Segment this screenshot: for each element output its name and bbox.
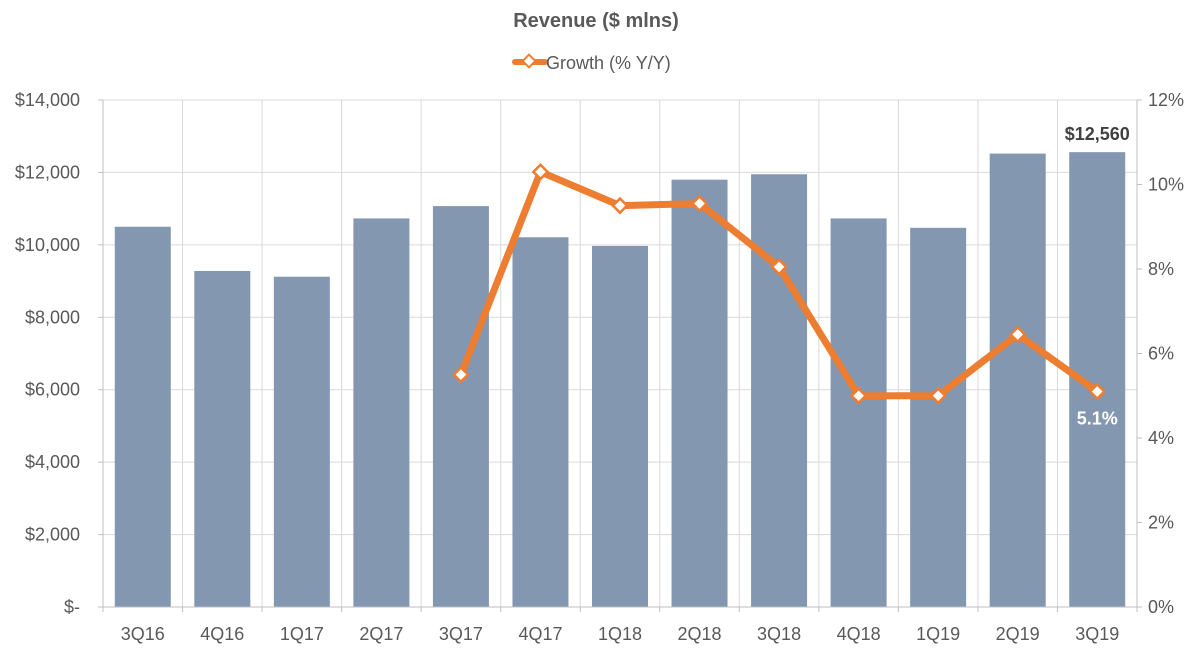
last-bar-value-label: $12,560 (1065, 124, 1130, 144)
growth-point-marker (531, 162, 550, 181)
right-axis-tick-label: 12% (1148, 90, 1184, 110)
growth-point-marker (452, 365, 470, 384)
data-labels: $12,560 5.1% (1065, 124, 1130, 428)
growth-point-marker (1008, 325, 1027, 344)
last-growth-value-label: 5.1% (1077, 409, 1118, 429)
right-axis-tick-label: 6% (1148, 344, 1174, 364)
growth-point-marker (1088, 382, 1107, 401)
growth-line (452, 162, 1107, 405)
revenue-bar (751, 174, 808, 607)
x-axis-category-label: 3Q19 (1075, 624, 1119, 644)
growth-point-marker (770, 258, 788, 276)
revenue-bar (273, 276, 330, 607)
revenue-bar (194, 270, 251, 607)
x-axis-category-label: 1Q18 (598, 624, 642, 644)
legend-label: Growth (% Y/Y) (546, 53, 671, 73)
x-axis-category-label: 2Q17 (359, 624, 403, 644)
left-axis-tick-label: $2,000 (25, 525, 80, 545)
x-axis-category-label: 3Q18 (757, 624, 801, 644)
revenue-bar (432, 206, 489, 608)
x-axis-category-label: 3Q17 (439, 624, 483, 644)
growth-point-marker (611, 196, 629, 215)
revenue-bar (671, 179, 728, 607)
left-axis-tick-label: $8,000 (25, 307, 80, 327)
revenue-bar (114, 226, 171, 607)
left-axis-tick-label: $12,000 (15, 162, 80, 182)
revenue-bar (830, 218, 887, 607)
right-axis-tick-label: 4% (1148, 428, 1174, 448)
right-axis-tick-label: 8% (1148, 259, 1174, 279)
x-axis-category-label: 2Q18 (678, 624, 722, 644)
revenue-bar (592, 245, 648, 607)
revenue-bar (353, 218, 410, 607)
revenue-bar (989, 153, 1046, 607)
axes: $- $2,000 $4,000 $6,000 $8,000 $10,000 $12,000… (15, 90, 1184, 644)
growth-point-marker (929, 386, 947, 405)
left-axis-tick-label: $14,000 (15, 90, 80, 110)
left-axis-tick-label: $- (64, 597, 80, 617)
left-axis-tick-label: $10,000 (15, 235, 80, 255)
growth-point-marker (690, 194, 709, 213)
x-axis-category-label: 1Q17 (280, 624, 324, 644)
left-axis-tick-label: $6,000 (25, 380, 80, 400)
legend-marker-swatch (521, 53, 537, 69)
x-axis-category-label: 3Q16 (121, 624, 165, 644)
x-axis-category-label: 1Q19 (916, 624, 960, 644)
left-axis-tick-label: $4,000 (25, 452, 80, 472)
x-axis-category-label: 4Q16 (200, 624, 244, 644)
x-axis-category-label: 2Q19 (996, 624, 1040, 644)
legend: Growth (% Y/Y) (512, 53, 671, 73)
revenue-bar (512, 237, 569, 607)
growth-point-marker (849, 386, 868, 405)
x-axis-category-label: 4Q18 (837, 624, 881, 644)
chart-title: Revenue ($ mlns) (513, 10, 679, 32)
revenue-bar (910, 227, 967, 607)
right-axis-tick-label: 2% (1148, 513, 1174, 533)
right-axis-tick-label: 10% (1148, 175, 1184, 195)
x-axis-category-label: 4Q17 (518, 624, 562, 644)
right-axis-tick-label: 0% (1148, 597, 1174, 617)
bars (114, 152, 1126, 608)
